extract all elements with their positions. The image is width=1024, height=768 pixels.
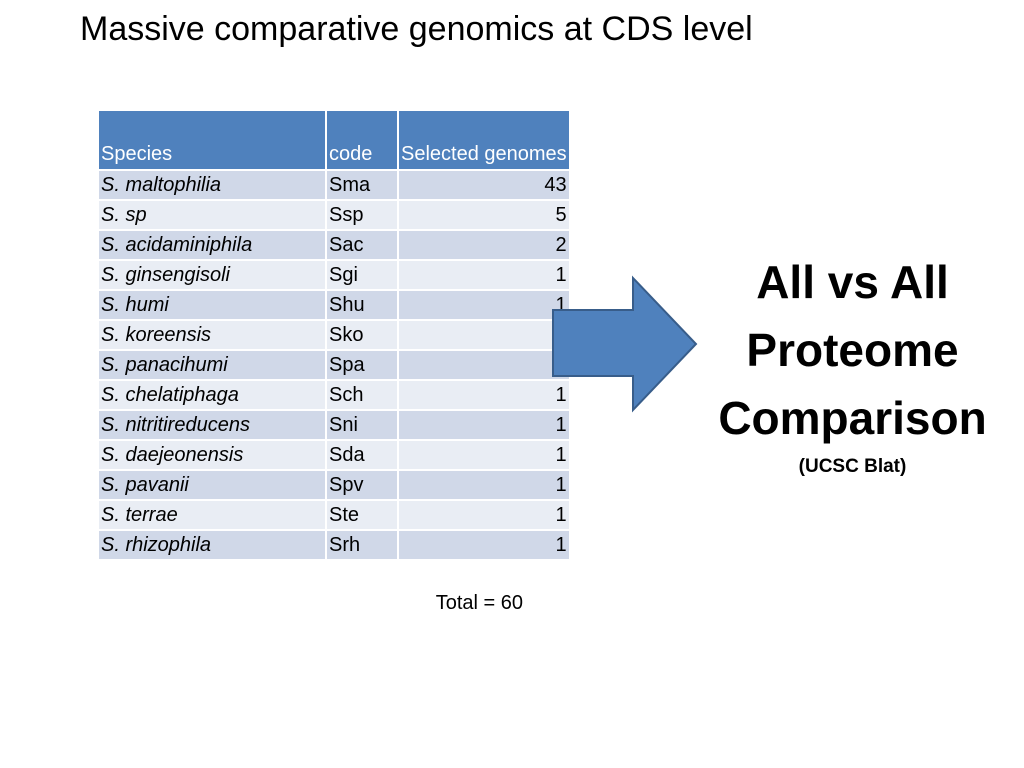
table-cell: S. terrae [97, 499, 327, 531]
table-cell: S. panacihumi [97, 349, 327, 381]
total: Total = 60 [435, 592, 523, 614]
table-row: S. nitritireducens Sni 1 [97, 409, 571, 441]
table-cell: 1 [397, 529, 571, 561]
table-cell: S. daejeonensis [97, 439, 327, 471]
table-row: S. chelatiphaga Sch 1 [97, 379, 571, 411]
table-cell: Sni [325, 409, 399, 441]
table-cell: 1 [397, 469, 571, 501]
callout-line: All vs All [756, 256, 949, 308]
table-cell: Spv [325, 469, 399, 501]
table-cell: Shu [325, 289, 399, 321]
table-cell: 2 [397, 229, 571, 261]
table-cell: Spa [325, 349, 399, 381]
table-cell: Sma [325, 169, 399, 201]
table-cell: S. chelatiphaga [97, 379, 327, 411]
table-cell: Sgi [325, 259, 399, 291]
table-row: S. ginsengisoli Sgi 1 [97, 259, 571, 291]
column-header: code [325, 109, 399, 171]
table-row: S. sp Ssp 5 [97, 199, 571, 231]
callout-line: Proteome [746, 324, 959, 376]
table-cell: 1 [397, 289, 571, 321]
table-row: S. terrae Ste 1 [97, 499, 571, 531]
table-cell: Sac [325, 229, 399, 261]
table-cell: 1 [397, 319, 571, 351]
species-table: Species code Selected genomes S. maltophil… [97, 109, 571, 561]
table-cell: S. koreensis [97, 319, 327, 351]
table-cell: S. maltophilia [97, 169, 327, 201]
table-cell: 43 [397, 169, 571, 201]
table-body: S. maltophilia Sma 43 S. sp Ssp 5 S. acidamini… [97, 169, 571, 561]
table-cell: Sko [325, 319, 399, 351]
table-cell: S. acidaminiphila [97, 229, 327, 261]
table-cell: S. sp [97, 199, 327, 231]
arrow [552, 275, 698, 413]
table-cell: Sch [325, 379, 399, 411]
column-header: Species [97, 109, 327, 171]
table-cell: S. pavanii [97, 469, 327, 501]
table-cell: Ssp [325, 199, 399, 231]
table-cell: 1 [397, 439, 571, 471]
table-row: S. koreensisSko1 [97, 319, 571, 351]
table-cell: 1 [397, 409, 571, 441]
table-row: S. acidaminiphila Sac 2 [97, 229, 571, 261]
table-cell: S. ginsengisoli [97, 259, 327, 291]
table-cell: S. humi [97, 289, 327, 321]
callout-line: Comparison [718, 392, 987, 444]
table-cell: Srh [325, 529, 399, 561]
callout-note: (UCSC Blat) [798, 456, 907, 477]
table-cell: Sda [325, 439, 399, 471]
table-row: S. panacihumiSpa1 [97, 349, 571, 381]
table-row: S. maltophilia Sma 43 [97, 169, 571, 201]
table-cell: Ste [325, 499, 399, 531]
table-cell: S. nitritireducens [97, 409, 327, 441]
table-cell: 1 [397, 379, 571, 411]
table-cell: 1 [397, 259, 571, 291]
header-row: Species code Selected genomes [97, 109, 571, 171]
slide-title: Massive comparative genomics at CDS leve… [80, 10, 753, 48]
table-cell: 1 [397, 349, 571, 381]
table-row: S. humi Shu 1 [97, 289, 571, 321]
callout: All vs All Proteome Comparison (UCSC Blat) [700, 248, 1005, 482]
table-cell: S. rhizophila [97, 529, 327, 561]
table-cell: 5 [397, 199, 571, 231]
table-row: S. pavanii Spv 1 [97, 469, 571, 501]
table-row: S. rhizophila Srh 1 [97, 529, 571, 561]
table-cell: 1 [397, 499, 571, 531]
table-row: S. daejeonensis Sda 1 [97, 439, 571, 471]
column-header: Selected genomes [397, 109, 571, 171]
